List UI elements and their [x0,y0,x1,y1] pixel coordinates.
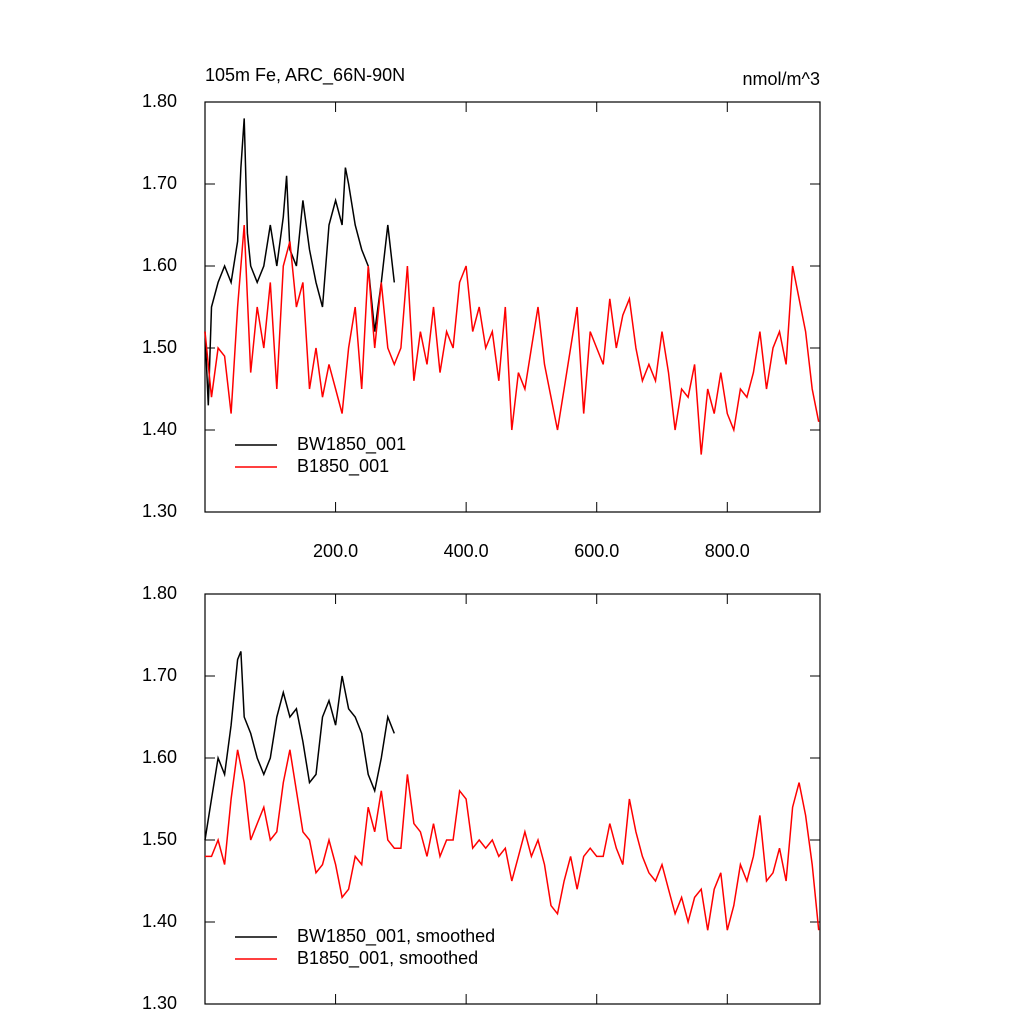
x-tick-label: 800.0 [705,541,750,561]
y-tick-label: 1.60 [142,747,177,767]
x-tick-label: 200.0 [313,541,358,561]
y-tick-label: 1.70 [142,173,177,193]
series-line [204,118,396,406]
y-tick-label: 1.70 [142,665,177,685]
y-tick-label: 1.80 [142,91,177,111]
y-tick-label: 1.80 [142,583,177,603]
series-line [205,749,820,931]
y-tick-label: 1.30 [142,993,177,1013]
plot-frame [204,101,821,513]
legend-label: B1850_001, smoothed [297,948,478,969]
chart-title: 105m Fe, ARC_66N-90N [205,65,405,86]
y-tick-label: 1.30 [142,501,177,521]
y-tick-label: 1.50 [142,829,177,849]
x-tick-label: 600.0 [574,541,619,561]
x-tick-label: 400.0 [444,541,489,561]
plot-frame [204,593,821,1005]
y-tick-label: 1.50 [142,337,177,357]
series-line [204,651,395,841]
y-tick-label: 1.60 [142,255,177,275]
legend-label: BW1850_001, smoothed [297,926,495,947]
legend-label: BW1850_001 [297,434,406,455]
legend-label: B1850_001 [297,456,389,477]
units-label: nmol/m^3 [743,69,820,89]
y-tick-label: 1.40 [142,911,177,931]
y-tick-label: 1.40 [142,419,177,439]
series-line [204,224,820,455]
